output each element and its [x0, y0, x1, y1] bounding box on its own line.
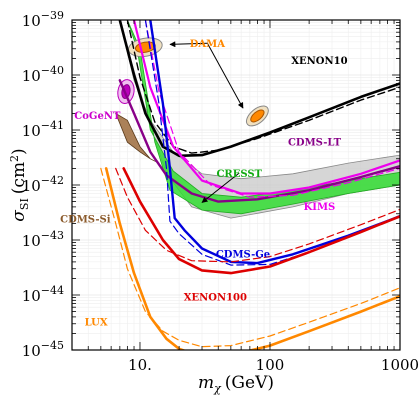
x-tick-label: 100: [256, 356, 285, 374]
y-tick-label: 10−43: [22, 229, 64, 250]
annotation-xenon100: XENON100: [184, 292, 247, 303]
annotation-cdms-ge: CDMS-Ge: [216, 250, 270, 261]
annotation-arrow: [206, 42, 244, 109]
series-line-cdms-ge: [149, 20, 400, 265]
annotation-cogent: CoGeNT: [74, 111, 121, 122]
ellipse-dama-2-inner: [250, 109, 265, 123]
series-line-xenon100-dashed: [115, 167, 400, 263]
y-tick-label: 10−45: [22, 339, 64, 360]
annotation-cdms-si: CDMS-Si: [60, 214, 111, 225]
annotation-xenon10: XENON10: [291, 56, 347, 67]
annotation-cresst: CRESST: [216, 169, 262, 180]
y-tick-label: 10−39: [22, 9, 64, 30]
x-tick-label: 10.: [128, 356, 152, 374]
annotation-cdms-lt: CDMS-LT: [288, 138, 342, 149]
annotation-arrow: [169, 41, 208, 48]
annotation-arrow: [201, 172, 240, 203]
plot-area: [100, 20, 400, 350]
y-tick-label: 10−42: [22, 174, 64, 195]
y-tick-label: 10−40: [22, 64, 64, 85]
annotation-dama: DAMA: [190, 39, 226, 50]
axis-ticks: 10. 100 1000 10−39 10−40 10−41 10−42 10−43 10−44…: [22, 9, 419, 374]
y-axis-title: σSI(cm2): [8, 148, 31, 221]
annotation-lux: LUX: [85, 317, 108, 328]
x-tick-label: 1000: [381, 356, 419, 374]
series-line-xenon100: [122, 167, 400, 275]
series-line-xenon10-dashed: [126, 20, 400, 154]
series-line-xenon10: [118, 20, 400, 158]
series-line-kims: [132, 20, 400, 195]
annotations: DAMA XENON10 CoGeNT CDMS-LT CRESST KIMS CDMS-S…: [60, 39, 347, 328]
series-line-lux: [104, 167, 400, 350]
annotation-kims: KIMS: [304, 202, 336, 213]
x-axis-title: mχ (GeV): [198, 373, 274, 395]
y-tick-label: 10−44: [22, 284, 64, 305]
y-tick-label: 10−41: [22, 119, 64, 140]
